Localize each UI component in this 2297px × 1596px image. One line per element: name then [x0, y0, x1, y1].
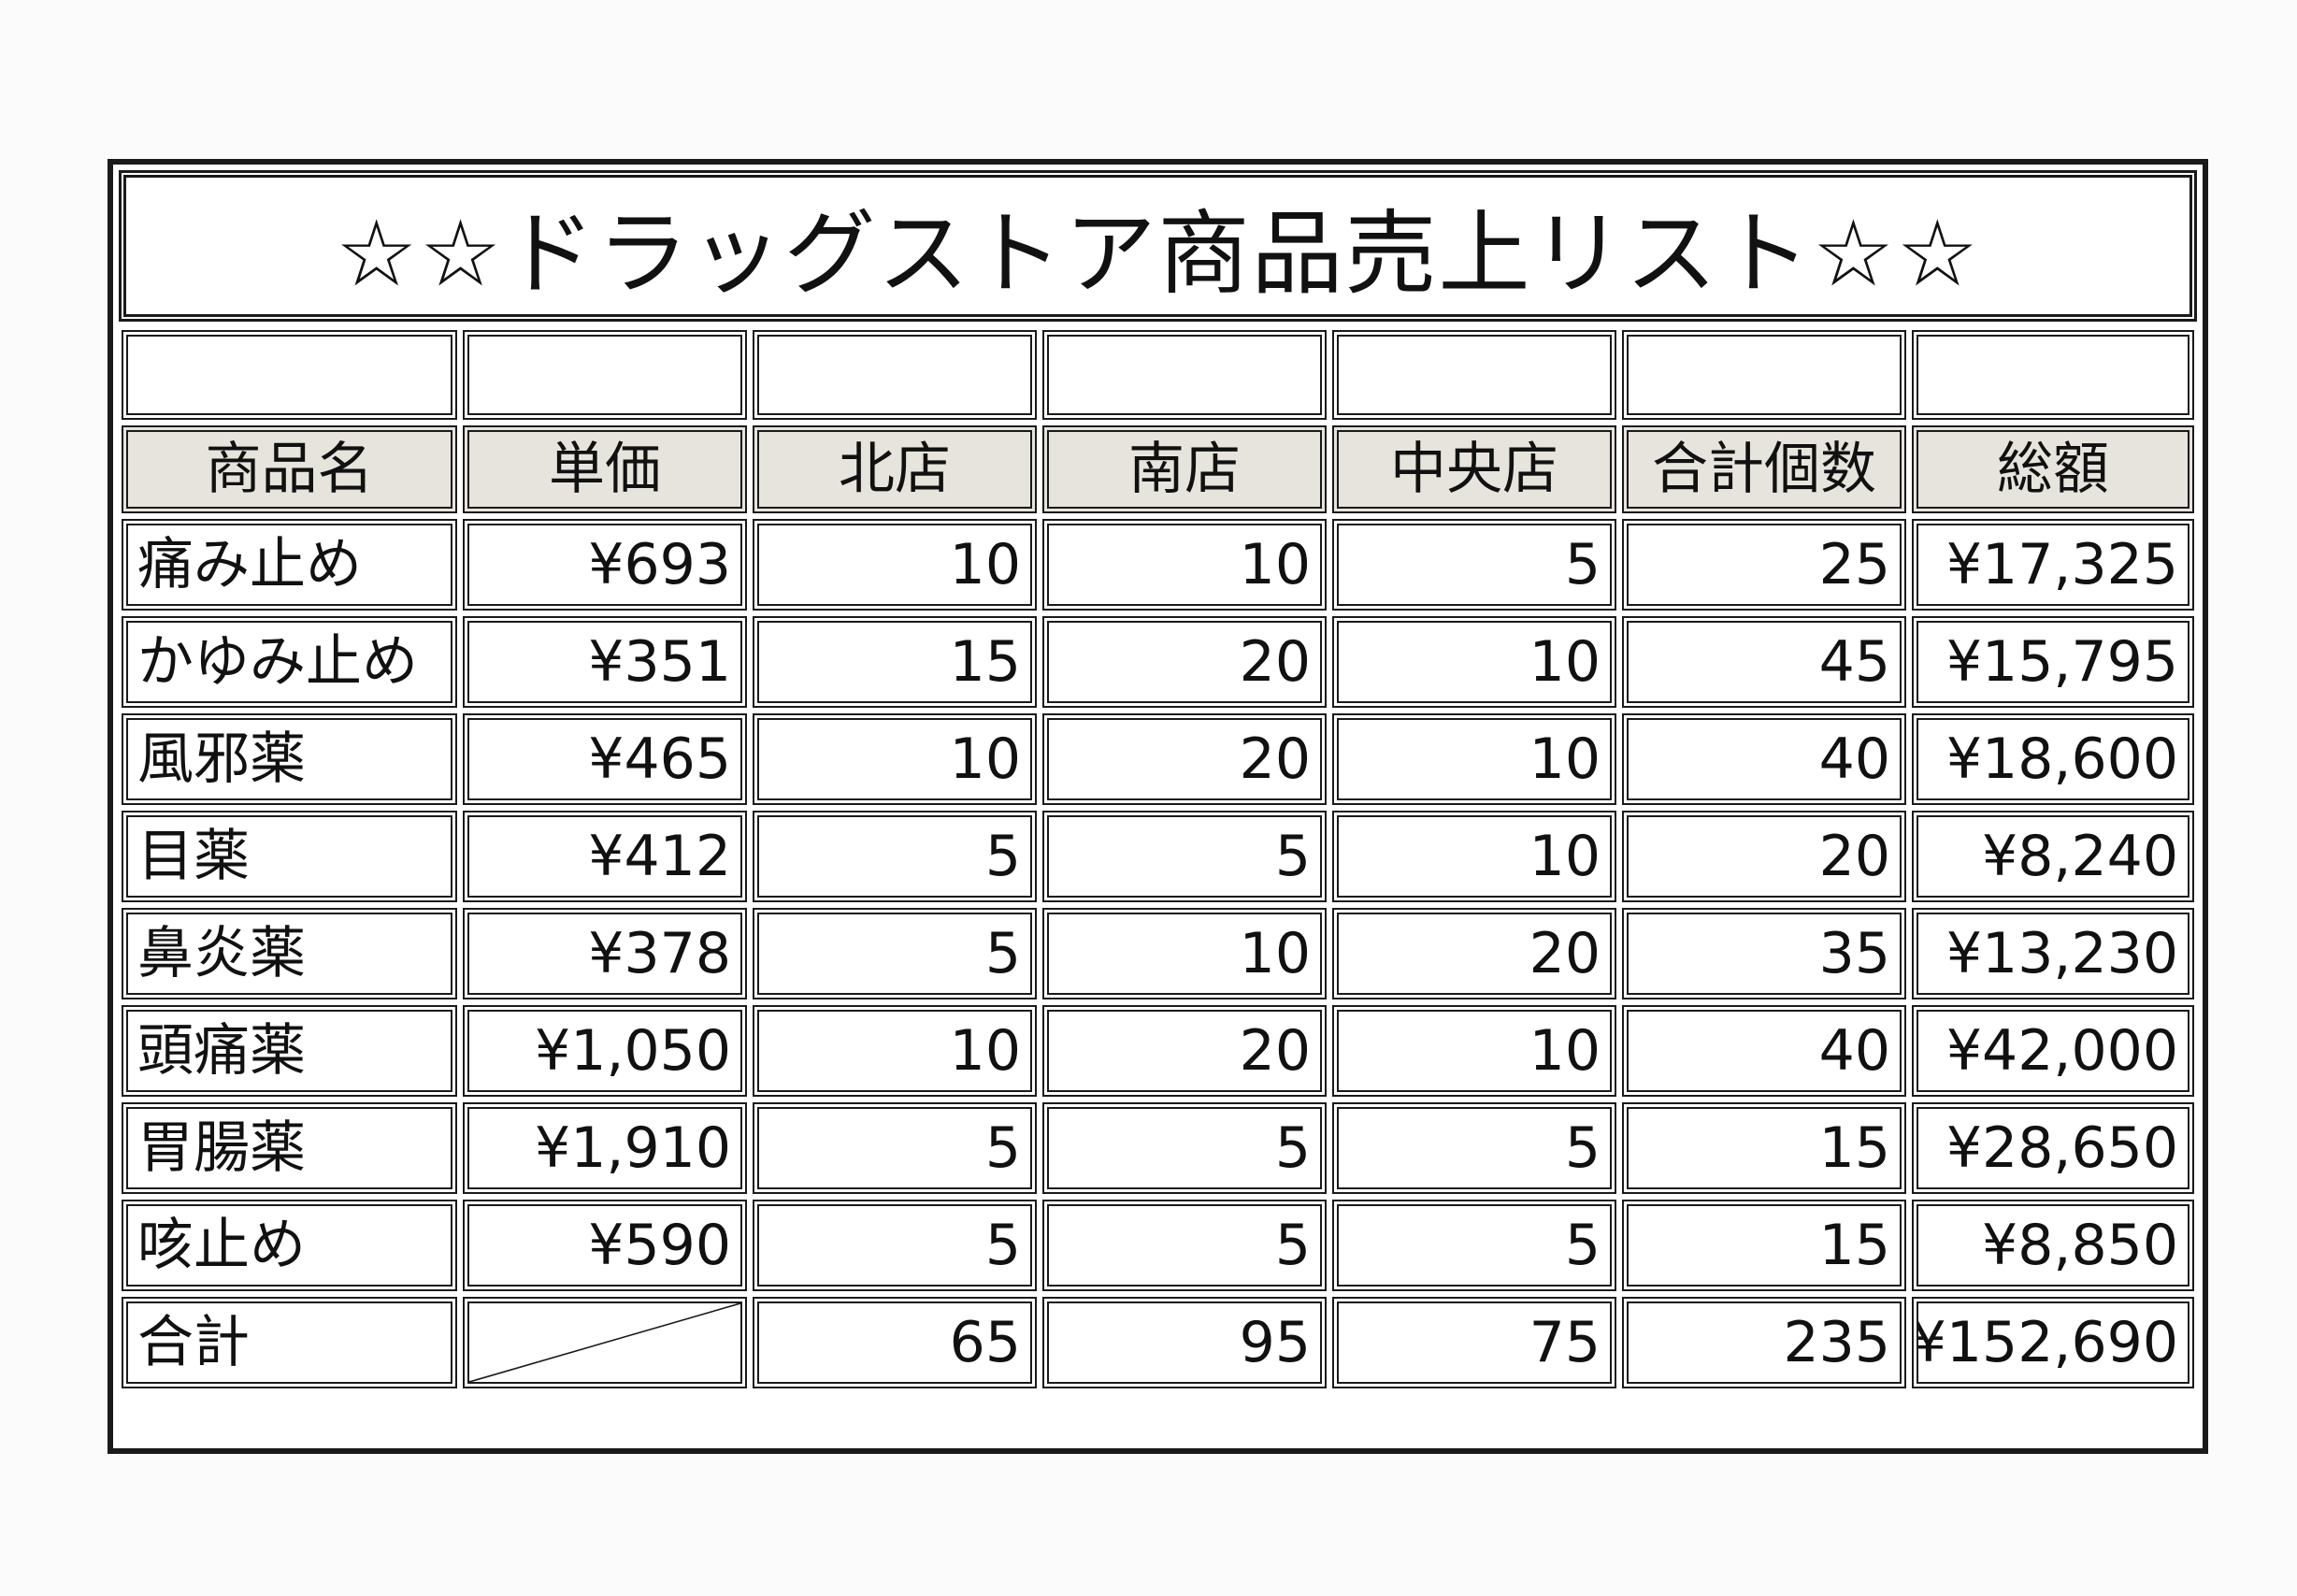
total-amount-cell[interactable]: ¥17,325 [1912, 519, 2194, 611]
central-store-cell[interactable]: 10 [1332, 713, 1616, 805]
unit-price-cell[interactable]: ¥693 [463, 519, 747, 611]
total-quantity-sum-cell[interactable]: 235 [1622, 1297, 1906, 1388]
total-quantity-cell[interactable]: 35 [1622, 908, 1906, 999]
south-store-cell[interactable]: 20 [1042, 1005, 1327, 1097]
north-store-cell[interactable]: 5 [753, 1200, 1037, 1291]
total-quantity-cell[interactable]: 15 [1622, 1102, 1906, 1194]
diagonal-line [469, 1303, 740, 1382]
north-store-cell[interactable]: 10 [753, 713, 1037, 805]
unit-price-cell[interactable]: ¥1,910 [463, 1102, 747, 1194]
unit-price-cell[interactable]: ¥1,050 [463, 1005, 747, 1097]
central-store-total-cell[interactable]: 75 [1332, 1297, 1616, 1388]
header-total-amount[interactable]: 総額 [1912, 425, 2194, 513]
total-amount-cell[interactable]: ¥15,795 [1912, 616, 2194, 708]
product-name-cell[interactable]: 風邪薬 [122, 713, 457, 805]
product-name-cell[interactable]: 咳止め [122, 1200, 457, 1291]
total-quantity-cell[interactable]: 40 [1622, 713, 1906, 805]
north-store-cell[interactable]: 15 [753, 616, 1037, 708]
empty-cell[interactable] [463, 330, 747, 420]
south-store-cell[interactable]: 5 [1042, 1200, 1327, 1291]
unit-price-cell[interactable]: ¥351 [463, 616, 747, 708]
product-name-cell[interactable]: 頭痛薬 [122, 1005, 457, 1097]
empty-cell[interactable] [753, 330, 1037, 420]
totals-label-cell[interactable]: 合計 [122, 1297, 457, 1388]
north-store-cell[interactable]: 5 [753, 1102, 1037, 1194]
central-store-cell[interactable]: 10 [1332, 616, 1616, 708]
south-store-cell[interactable]: 20 [1042, 713, 1327, 805]
product-name-cell[interactable]: 胃腸薬 [122, 1102, 457, 1194]
empty-cell[interactable] [122, 330, 457, 420]
south-store-total-cell[interactable]: 95 [1042, 1297, 1327, 1388]
north-store-cell[interactable]: 5 [753, 908, 1037, 999]
unit-price-cell[interactable]: ¥412 [463, 811, 747, 902]
south-store-cell[interactable]: 20 [1042, 616, 1327, 708]
product-name-cell[interactable]: 鼻炎薬 [122, 908, 457, 999]
central-store-cell[interactable]: 5 [1332, 519, 1616, 611]
header-south-store[interactable]: 南店 [1042, 425, 1327, 513]
header-total-quantity[interactable]: 合計個数 [1622, 425, 1906, 513]
empty-cell[interactable] [1622, 330, 1906, 420]
total-amount-cell[interactable]: ¥13,230 [1912, 908, 2194, 999]
header-unit-price[interactable]: 単価 [463, 425, 747, 513]
product-name-cell[interactable]: かゆみ止め [122, 616, 457, 708]
central-store-cell[interactable]: 10 [1332, 1005, 1616, 1097]
header-central-store[interactable]: 中央店 [1332, 425, 1616, 513]
total-quantity-cell[interactable]: 20 [1622, 811, 1906, 902]
total-amount-cell[interactable]: ¥8,240 [1912, 811, 2194, 902]
north-store-total-cell[interactable]: 65 [753, 1297, 1037, 1388]
header-north-store[interactable]: 北店 [753, 425, 1037, 513]
total-amount-cell[interactable]: ¥28,650 [1912, 1102, 2194, 1194]
total-quantity-cell[interactable]: 40 [1622, 1005, 1906, 1097]
total-quantity-cell[interactable]: 45 [1622, 616, 1906, 708]
empty-cell[interactable] [1912, 330, 2194, 420]
central-store-cell[interactable]: 20 [1332, 908, 1616, 999]
south-store-cell[interactable]: 10 [1042, 519, 1327, 611]
total-quantity-cell[interactable]: 25 [1622, 519, 1906, 611]
unit-price-cell[interactable]: ¥590 [463, 1200, 747, 1291]
unit-price-cell[interactable]: ¥465 [463, 713, 747, 805]
total-amount-cell[interactable]: ¥42,000 [1912, 1005, 2194, 1097]
page-title: ☆☆ドラッグストア商品売上リスト☆☆ [119, 170, 2197, 322]
south-store-cell[interactable]: 5 [1042, 1102, 1327, 1194]
header-product-name[interactable]: 商品名 [122, 425, 457, 513]
central-store-cell[interactable]: 5 [1332, 1200, 1616, 1291]
central-store-cell[interactable]: 10 [1332, 811, 1616, 902]
south-store-cell[interactable]: 5 [1042, 811, 1327, 902]
grand-total-cell[interactable]: ¥152,690 [1912, 1297, 2194, 1388]
north-store-cell[interactable]: 10 [753, 519, 1037, 611]
south-store-cell[interactable]: 10 [1042, 908, 1327, 999]
empty-cell[interactable] [1332, 330, 1616, 420]
product-name-cell[interactable]: 目薬 [122, 811, 457, 902]
total-amount-cell[interactable]: ¥8,850 [1912, 1200, 2194, 1291]
central-store-cell[interactable]: 5 [1332, 1102, 1616, 1194]
unit-price-cell[interactable]: ¥378 [463, 908, 747, 999]
product-name-cell[interactable]: 痛み止め [122, 519, 457, 611]
sales-table: 商品名 単価 北店 南店 中央店 合計個数 総額 痛み止め ¥693 10 10… [119, 327, 2197, 1445]
empty-cell[interactable] [1042, 330, 1327, 420]
total-amount-cell[interactable]: ¥18,600 [1912, 713, 2194, 805]
total-quantity-cell[interactable]: 15 [1622, 1200, 1906, 1291]
north-store-cell[interactable]: 10 [753, 1005, 1037, 1097]
diagonal-blank-cell[interactable] [463, 1297, 747, 1388]
north-store-cell[interactable]: 5 [753, 811, 1037, 902]
